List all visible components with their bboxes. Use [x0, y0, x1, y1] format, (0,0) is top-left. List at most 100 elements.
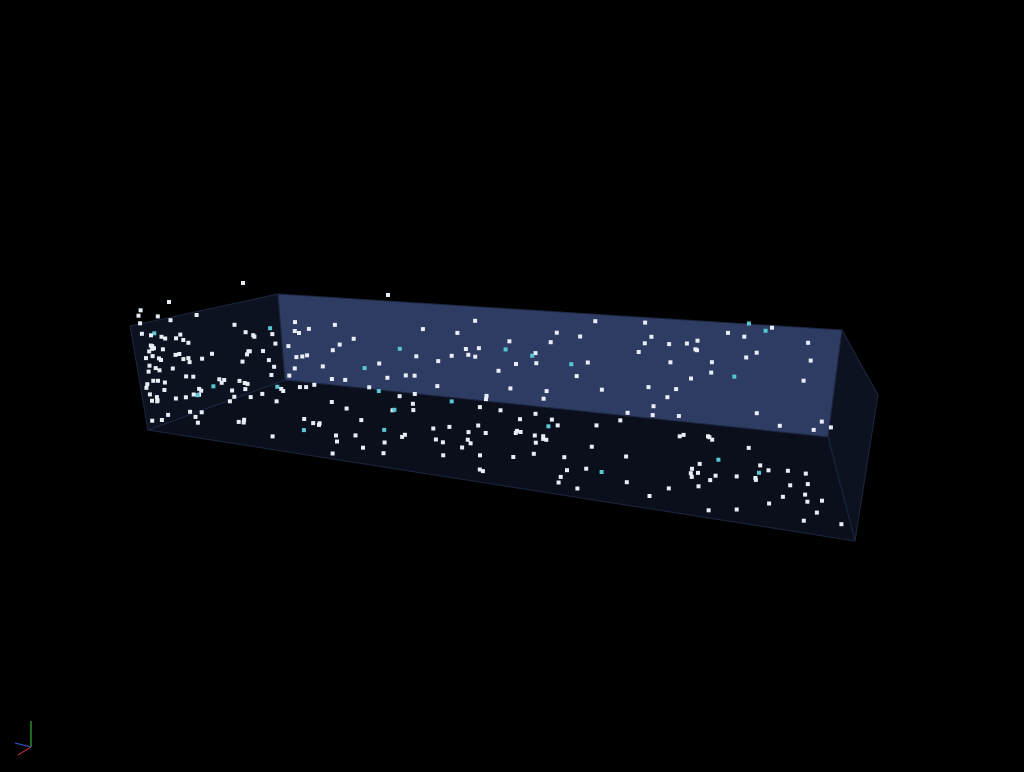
particle [541, 434, 546, 439]
particle [156, 378, 160, 383]
particle [544, 389, 549, 394]
particle [480, 469, 485, 474]
particle [496, 368, 501, 373]
particle [688, 471, 693, 476]
particle [766, 468, 771, 473]
particle [329, 377, 334, 381]
particle [153, 366, 158, 371]
particle [754, 411, 759, 416]
particle [211, 384, 216, 389]
particle [304, 385, 309, 390]
particle [532, 433, 537, 438]
particle [819, 419, 824, 424]
particle [293, 320, 297, 325]
particle [297, 331, 301, 335]
particle [541, 436, 546, 441]
particle [483, 431, 488, 435]
particle [484, 397, 488, 402]
particle [361, 445, 365, 450]
particle [195, 393, 200, 398]
particle [187, 360, 192, 365]
particle [144, 385, 149, 390]
particle [306, 326, 311, 331]
particle [181, 357, 186, 362]
particle [166, 412, 171, 417]
particle [261, 349, 265, 353]
particle [274, 399, 279, 404]
particle [666, 486, 671, 491]
particle [273, 341, 278, 346]
particle [344, 406, 349, 411]
particle [514, 362, 518, 366]
particle [292, 329, 297, 333]
particle [716, 457, 721, 462]
particle [803, 471, 808, 476]
particle [503, 347, 508, 352]
particle [734, 474, 739, 479]
particle [334, 433, 338, 438]
particle [412, 392, 417, 396]
particle [332, 322, 337, 327]
particle [266, 358, 271, 363]
orientation-axes-icon [14, 721, 32, 756]
particle [767, 501, 772, 506]
particle [400, 434, 405, 439]
particle [558, 474, 563, 479]
particle [511, 455, 516, 459]
particle [533, 351, 538, 356]
particle [746, 445, 751, 450]
particle [245, 352, 249, 357]
particle [397, 346, 402, 351]
particle [248, 395, 253, 400]
particle [197, 386, 202, 391]
particle [286, 344, 291, 349]
particle [147, 363, 152, 368]
particle [575, 486, 580, 491]
particle [554, 330, 559, 335]
particle [668, 360, 673, 365]
particle [565, 468, 569, 473]
particle [530, 353, 535, 358]
particle [696, 484, 701, 489]
particle [245, 381, 250, 386]
particle [193, 414, 198, 419]
particle [236, 419, 241, 424]
particle [242, 417, 247, 422]
particle [403, 373, 408, 378]
particle [382, 427, 387, 432]
particle [144, 356, 148, 361]
particle [200, 356, 205, 361]
particle [468, 441, 473, 446]
particle [808, 358, 813, 363]
particle [435, 384, 440, 389]
particle [351, 336, 356, 341]
particle [305, 353, 310, 358]
particle [599, 387, 604, 392]
particle [397, 394, 402, 399]
particle [695, 348, 699, 353]
particle [647, 494, 652, 498]
particle [788, 483, 793, 488]
particle [199, 410, 204, 415]
particle [548, 340, 553, 345]
particle [578, 334, 583, 339]
particle [279, 386, 284, 391]
particle [410, 401, 415, 406]
particle [651, 404, 656, 409]
particle [732, 374, 737, 379]
particle [690, 466, 694, 471]
particle [302, 417, 307, 421]
particle [463, 347, 468, 351]
particle [145, 382, 150, 387]
particle [210, 351, 214, 356]
particle [402, 432, 407, 437]
particle [241, 420, 246, 425]
particle [805, 482, 810, 487]
particle [162, 380, 167, 385]
particle [237, 378, 242, 383]
x-axis-line [17, 746, 32, 756]
particle [414, 354, 419, 359]
particle [531, 451, 536, 456]
